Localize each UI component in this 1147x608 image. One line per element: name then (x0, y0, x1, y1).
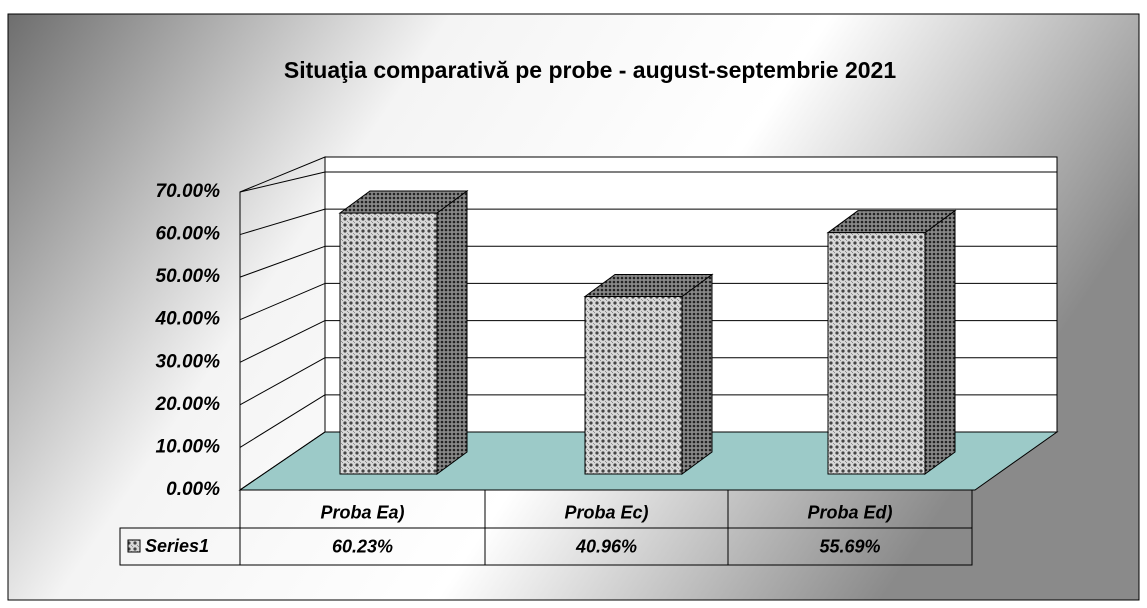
bar (339, 212, 438, 475)
y-tick-label: 20.00% (155, 394, 221, 415)
table-value: 40.96% (575, 536, 637, 556)
grid-line-side (239, 320, 326, 363)
bar (827, 232, 926, 475)
x-tick-label: Proba Ec) (564, 502, 648, 522)
grid-line-side (239, 394, 326, 448)
grid-line-side (239, 282, 326, 321)
bar-side (924, 209, 956, 475)
y-tick-label: 60.00% (156, 224, 221, 245)
bar-side (681, 273, 713, 475)
y-tick-label: 0.00% (166, 479, 220, 500)
table-value: 55.69% (819, 536, 880, 556)
grid-line-side (239, 245, 326, 278)
grid-line-side (239, 171, 326, 193)
grid-line-side (239, 357, 326, 406)
y-tick-label: 30.00% (156, 351, 221, 372)
legend-key (127, 539, 141, 553)
grid-line-side (239, 431, 326, 491)
y-tick-label: 70.00% (156, 181, 221, 202)
y-tick-label: 10.00% (156, 436, 221, 457)
x-tick-label: Proba Ed) (807, 502, 892, 522)
y-tick-label: 50.00% (156, 266, 221, 287)
x-tick-label: Proba Ea) (320, 502, 404, 522)
bar (584, 296, 683, 475)
y-tick-label: 40.00% (155, 309, 221, 330)
grid-line-side (239, 208, 326, 236)
chart-title: Situaţia comparativă pe probe - august-s… (284, 57, 896, 83)
table-value: 60.23% (332, 536, 393, 556)
legend-label: Series1 (145, 536, 209, 556)
bar-side (436, 190, 468, 475)
